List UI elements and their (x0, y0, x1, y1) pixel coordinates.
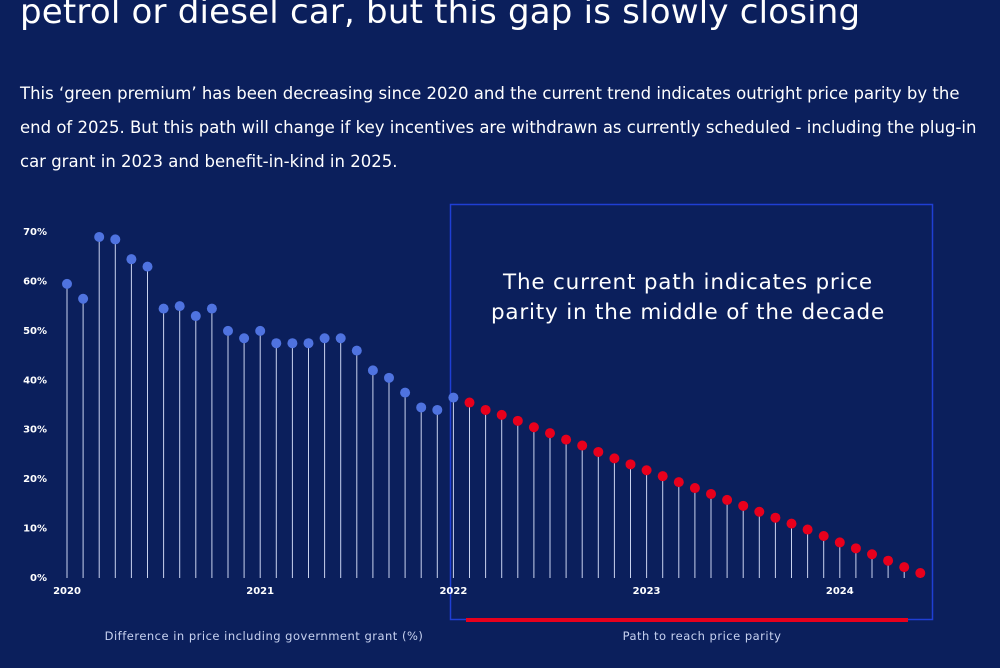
y-tick-label: 10% (23, 524, 47, 535)
y-axis: 0% 10% 20% 30% 40% 50% 60% 70% (23, 227, 47, 584)
actual-point (94, 231, 105, 242)
annotation-line-2: parity in the middle of the decade (491, 300, 885, 325)
projected-point (496, 409, 507, 420)
legend: Difference in price including government… (73, 617, 908, 643)
actual-point (432, 404, 443, 415)
projected-point (786, 518, 797, 529)
projected-point (609, 453, 620, 464)
x-tick-label: 2022 (439, 586, 467, 597)
annotation: The current path indicates price parity … (491, 270, 885, 325)
actual-point (367, 365, 378, 376)
y-tick-label: 60% (23, 276, 47, 287)
actual-point (223, 325, 233, 336)
actual-point (448, 392, 459, 403)
legend-label-actual: Difference in price including government… (105, 629, 424, 643)
projected-point (883, 555, 894, 566)
projected-point (464, 397, 475, 408)
projected-point (561, 434, 572, 445)
projected-point (867, 549, 877, 560)
projected-point (480, 404, 491, 415)
projected-point (770, 512, 781, 523)
x-tick-label: 2024 (826, 586, 854, 597)
projected-point (528, 422, 539, 433)
actual-point (158, 303, 169, 314)
projected-point (512, 415, 523, 426)
projected-point (641, 465, 652, 476)
stems (66, 236, 921, 578)
data-points (62, 231, 926, 579)
x-tick-label: 2020 (53, 586, 81, 597)
projected-point (706, 488, 716, 499)
actual-point (335, 333, 346, 344)
actual-point (319, 333, 330, 344)
actual-point (416, 402, 427, 413)
projected-point (593, 446, 604, 457)
y-tick-label: 40% (23, 375, 47, 386)
projected-point (689, 483, 700, 494)
actual-point (126, 254, 137, 265)
y-tick-label: 50% (23, 326, 47, 337)
intro-paragraph: This ‘green premium’ has been decreasing… (20, 84, 977, 171)
projected-point (850, 543, 861, 554)
projected-point (738, 500, 749, 511)
projected-point (754, 506, 765, 517)
actual-point (271, 338, 282, 349)
projected-point (657, 471, 668, 482)
x-axis: 2020 2021 2022 2023 2024 (53, 586, 854, 597)
actual-point (351, 345, 362, 356)
actual-point (255, 325, 266, 336)
projected-point (545, 428, 555, 439)
projected-point (834, 537, 845, 548)
page-headline: petrol or diesel car, but this gap is sl… (20, 0, 861, 32)
actual-point (62, 278, 72, 289)
actual-point (190, 311, 201, 322)
actual-point (400, 387, 411, 398)
actual-point (78, 293, 89, 304)
x-tick-label: 2021 (246, 586, 274, 597)
actual-point (206, 303, 217, 314)
projected-point (915, 568, 926, 579)
x-tick-label: 2023 (633, 586, 661, 597)
projected-point (722, 494, 733, 505)
projected-point (899, 562, 910, 573)
projected-point (673, 477, 684, 488)
projected-point (625, 459, 636, 470)
actual-point (142, 261, 153, 272)
actual-point (287, 338, 298, 349)
actual-point (110, 234, 121, 245)
annotation-line-1: The current path indicates price (502, 270, 873, 295)
projected-point (802, 524, 813, 535)
actual-point (384, 372, 394, 383)
y-tick-label: 30% (23, 425, 47, 436)
y-tick-label: 70% (23, 227, 47, 238)
y-tick-label: 20% (23, 474, 47, 485)
y-tick-label: 0% (30, 573, 47, 584)
projected-point (818, 530, 829, 541)
actual-point (303, 338, 314, 349)
actual-point (239, 333, 250, 344)
projected-point (577, 440, 588, 451)
actual-point (174, 301, 185, 312)
annotation-box (449, 203, 934, 621)
legend-label-projected: Path to reach price parity (623, 629, 782, 643)
